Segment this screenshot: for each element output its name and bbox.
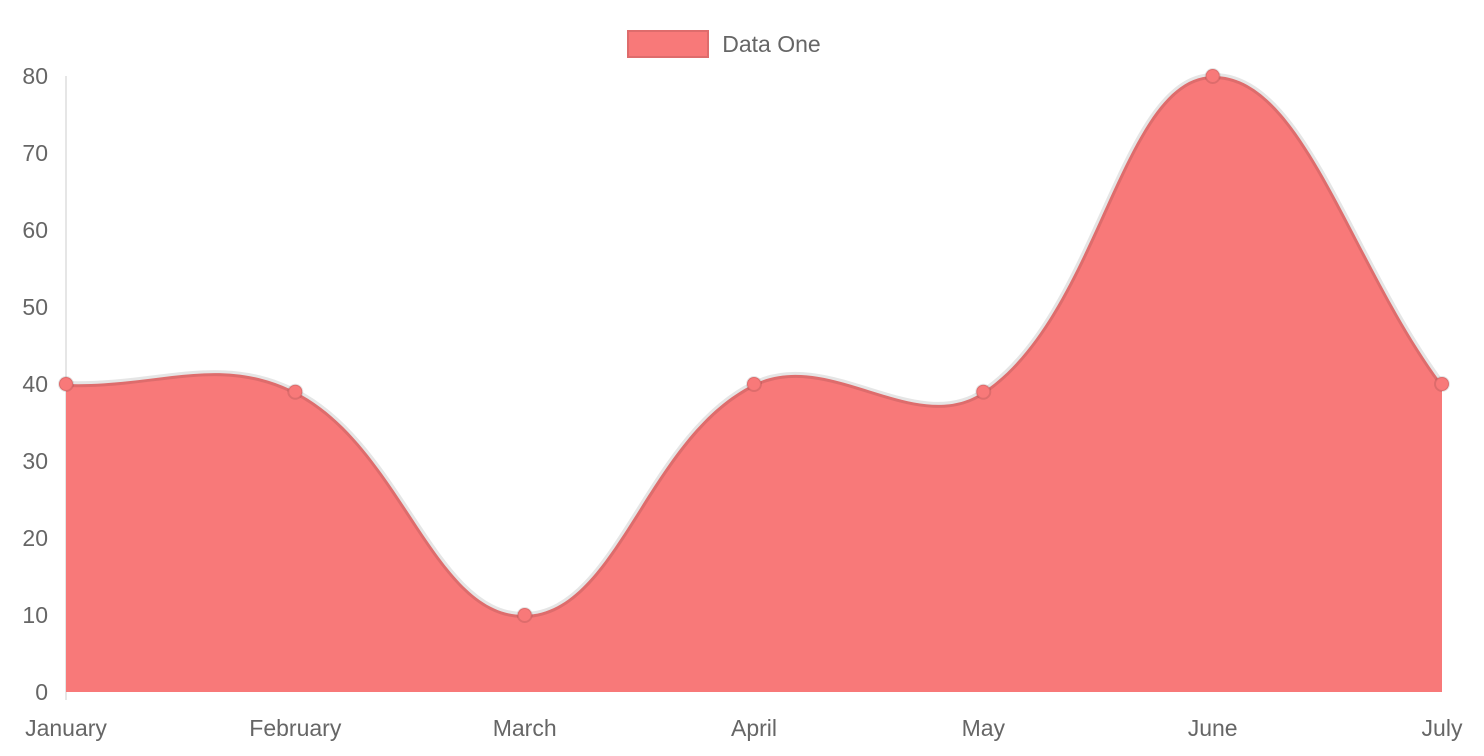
x-tick-label: March [492, 715, 557, 741]
y-tick-label: 70 [22, 140, 48, 166]
x-tick-label: July [1421, 715, 1463, 741]
data-point-march[interactable] [516, 607, 533, 623]
y-tick-label: 10 [22, 602, 48, 628]
x-tick-label: January [25, 715, 107, 741]
data-point-july[interactable] [1434, 376, 1450, 392]
legend-label: Data One [722, 31, 821, 57]
legend-item-data-one[interactable]: Data One [627, 30, 821, 58]
y-tick-label: 0 [35, 679, 48, 705]
x-tick-label: June [1187, 715, 1238, 741]
data-point-may[interactable] [975, 383, 992, 400]
area-fill [66, 75, 1442, 693]
y-tick-label: 40 [22, 371, 48, 397]
x-tick-label: February [249, 715, 342, 741]
x-tick-label: April [730, 715, 778, 741]
data-point-february[interactable] [287, 383, 304, 400]
data-point-june[interactable] [1204, 68, 1221, 84]
x-tick-label: May [961, 715, 1006, 741]
chart-legend: Data One [0, 30, 1484, 58]
y-tick-label: 30 [22, 448, 48, 474]
data-point-april[interactable] [746, 376, 762, 392]
y-tick-label: 50 [22, 294, 48, 320]
y-tick-label: 80 [22, 63, 48, 89]
data-point-january[interactable] [58, 376, 74, 392]
y-tick-label: 20 [22, 525, 48, 551]
y-tick-label: 60 [22, 217, 48, 243]
legend-color-swatch [627, 30, 710, 58]
